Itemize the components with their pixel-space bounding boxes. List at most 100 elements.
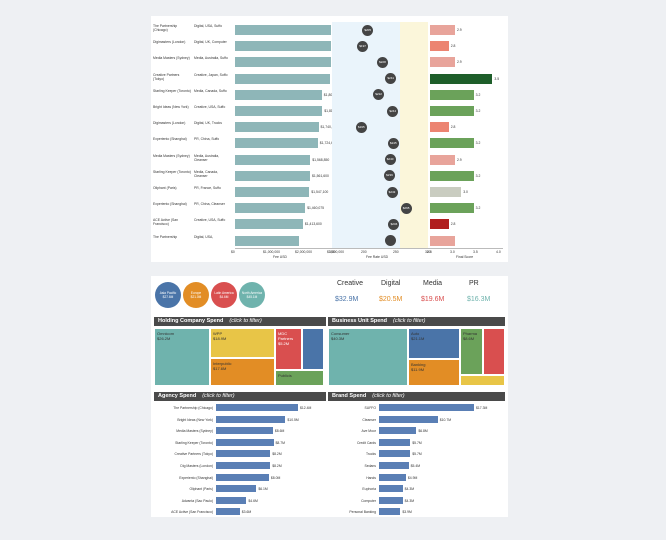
fee-rate-dot[interactable]: $239 [383, 170, 395, 182]
fee-bar[interactable] [235, 154, 311, 165]
score-bar[interactable] [430, 154, 455, 165]
table-row[interactable]: Experiento (Shanghai) PR, China, Suffo $1,… [151, 135, 508, 151]
treemap-tile[interactable]: MDC Partners $5.2M [275, 328, 302, 370]
table-row[interactable]: Bright Ideas (New York) Creative, USA, Su… [151, 103, 508, 119]
list-item[interactable]: Experiento (Shanghai) $8.0M [156, 473, 322, 483]
fee-bar[interactable] [235, 57, 331, 68]
table-row[interactable]: Digimasters (London) Digital, UK, Compute… [151, 38, 508, 54]
spend-bar[interactable] [216, 415, 286, 423]
table-row[interactable]: Oliphant (Paris) PR, France, Suffo $1,547,… [151, 184, 508, 200]
fee-rate-dot[interactable]: $222 [373, 89, 385, 101]
score-bar[interactable] [430, 25, 455, 35]
fee-rate-dot[interactable]: $197 [357, 40, 369, 52]
spend-bar[interactable] [379, 450, 411, 458]
region-bubble[interactable]: Asia Pacific $27.6M [155, 282, 181, 308]
table-row[interactable]: Digimasters (London) Digital, UK, Trucks $… [151, 119, 508, 135]
fee-rate-dot[interactable]: $265 [400, 202, 412, 214]
list-item[interactable]: Hands $4.9M [329, 473, 498, 483]
table-row[interactable]: ACE Active (San Francisco) Creative, USA,… [151, 216, 508, 232]
score-bar[interactable] [430, 106, 474, 116]
region-bubble[interactable]: Latin America $4.6M [211, 282, 237, 308]
spend-bar[interactable] [216, 427, 273, 435]
treemap-tile[interactable] [483, 328, 505, 375]
list-item[interactable]: The Partnership (Chicago) $12.4M [156, 403, 322, 413]
treemap-tile[interactable]: WPP $18.9M [210, 328, 275, 358]
score-bar[interactable] [430, 219, 449, 230]
list-item[interactable]: Credit Cards $5.7M [329, 438, 498, 448]
table-row[interactable]: Starling Keeper (Toronto) Media, Canada, … [151, 168, 508, 184]
spend-bar[interactable] [216, 404, 298, 411]
fee-rate-dot[interactable]: $245 [387, 137, 399, 149]
fee-rate-dot[interactable]: $243 [386, 186, 398, 198]
fee-bar[interactable] [235, 203, 306, 214]
fee-bar[interactable] [235, 138, 318, 149]
score-bar[interactable] [430, 138, 474, 149]
spend-bar[interactable] [216, 508, 240, 516]
spend-bar[interactable] [379, 438, 411, 446]
spend-bar[interactable] [379, 496, 403, 504]
treemap-tile[interactable] [460, 375, 505, 386]
list-item[interactable]: Media Masters (Sydney) $8.6M [156, 426, 322, 436]
fee-bar[interactable] [235, 219, 303, 230]
table-row[interactable]: Creative Partners (Tokyo) Creative, Japan… [151, 71, 508, 87]
table-row[interactable]: Experiento (Shanghai) PR, China, Cleanser… [151, 200, 508, 216]
spend-bar[interactable] [379, 485, 403, 493]
fee-rate-dot[interactable]: $244 [387, 105, 399, 117]
fee-rate-dot[interactable]: $205 [362, 24, 374, 36]
score-bar[interactable] [430, 170, 474, 181]
spend-bar[interactable] [379, 427, 417, 435]
fee-bar[interactable] [235, 122, 319, 133]
fee-rate-dot[interactable] [384, 235, 396, 247]
fee-bar[interactable] [235, 41, 331, 52]
treemap-tile[interactable]: Pharma $8.6M [460, 328, 483, 375]
score-bar[interactable] [430, 122, 449, 133]
list-item[interactable]: Starling Keeper (Toronto) $8.7M [156, 438, 322, 448]
spend-bar[interactable] [216, 438, 274, 446]
fee-rate-dot[interactable]: $246 [388, 218, 400, 230]
score-bar[interactable] [430, 203, 474, 214]
fee-bar[interactable] [235, 187, 310, 197]
fee-rate-dot[interactable]: $195 [355, 121, 367, 133]
spend-bar[interactable] [379, 473, 406, 481]
spend-bar[interactable] [216, 496, 247, 504]
fee-bar[interactable] [235, 170, 310, 181]
fee-bar[interactable] [235, 25, 331, 35]
list-item[interactable]: Oliphant (Paris) $6.1M [156, 484, 322, 494]
list-item[interactable]: Ave Moor $6.8M [329, 426, 498, 436]
spend-bar[interactable] [379, 404, 474, 411]
table-row[interactable]: The Partnership Digital, USA, [151, 233, 508, 249]
list-item[interactable]: SUFFO $17.3M [329, 403, 498, 413]
list-item[interactable]: Trucks $5.7M [329, 449, 498, 459]
list-item[interactable]: Sedans $5.4M [329, 461, 498, 471]
spend-bar[interactable] [379, 462, 409, 469]
treemap-tile[interactable]: Banking $11.9M [408, 359, 460, 386]
spend-bar[interactable] [216, 450, 271, 458]
fee-bar[interactable] [235, 106, 323, 116]
list-item[interactable]: Dig Masters (London) $8.2M [156, 461, 322, 471]
fee-bar[interactable] [235, 235, 299, 246]
list-item[interactable]: Bright Ideas (New York) $10.5M [156, 415, 322, 425]
score-bar[interactable] [430, 41, 449, 52]
fee-bar[interactable] [235, 89, 322, 100]
table-row[interactable]: Starling Keeper (Toronto) Media, Canada, … [151, 87, 508, 103]
treemap-tile[interactable] [302, 328, 324, 370]
list-item[interactable]: Euphoria $4.3M [329, 484, 498, 494]
table-row[interactable]: The Partnership (Chicago) Digital, USA, S… [151, 22, 508, 38]
spend-bar[interactable] [216, 462, 271, 469]
treemap-tile[interactable]: Omnicom $26.2M [154, 328, 210, 386]
spend-bar[interactable] [379, 415, 438, 423]
score-bar[interactable] [430, 235, 455, 246]
list-item[interactable]: Personal Banking $3.9M [329, 507, 498, 517]
treemap-tile[interactable]: Publicis [275, 370, 324, 386]
spend-bar[interactable] [216, 485, 257, 493]
fee-rate-dot[interactable]: $241 [385, 73, 397, 85]
treemap-tile[interactable]: Auto $21.1M [408, 328, 460, 359]
score-bar[interactable] [430, 73, 493, 84]
score-bar[interactable] [430, 89, 474, 100]
spend-bar[interactable] [379, 508, 401, 516]
score-bar[interactable] [430, 187, 462, 197]
list-item[interactable]: Advanta (Sao Paulo) $4.6M [156, 496, 322, 506]
fee-bar[interactable] [235, 73, 331, 84]
treemap-tile[interactable]: Interpublic $17.6M [210, 358, 275, 386]
region-bubble[interactable]: Europe $21.0M [183, 282, 209, 308]
